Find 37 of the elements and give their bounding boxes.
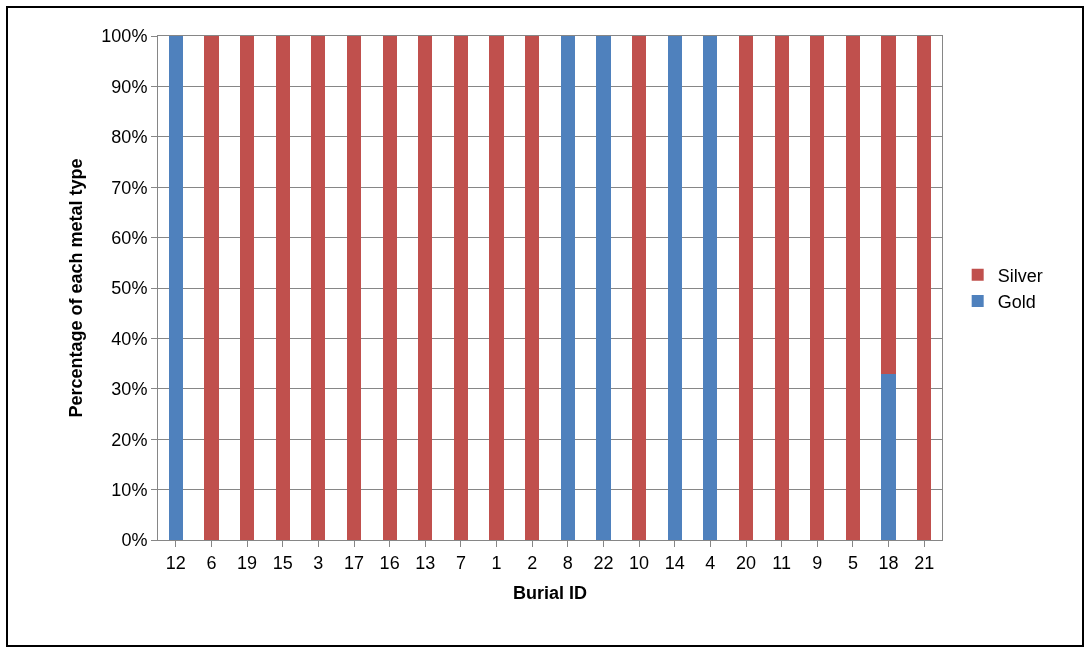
y-tick-label: 0% [121,530,148,551]
y-tick-label: 90% [111,76,148,97]
y-tick-label: 70% [111,177,148,198]
x-tick-label: 18 [878,552,899,573]
y-axis-title: Percentage of each metal type [65,158,86,418]
legend-label: Gold [997,292,1036,313]
x-tick-label: 22 [593,552,614,573]
x-tick-label: 12 [165,552,186,573]
x-tick-label: 14 [664,552,685,573]
x-tick-label: 5 [847,552,858,573]
legend-label: Silver [997,265,1043,286]
y-tick-label: 80% [111,127,148,148]
x-tick-label: 19 [237,552,258,573]
x-tick-label: 2 [527,552,538,573]
y-tick-label: 10% [111,479,148,500]
y-tick-label: 100% [101,26,148,47]
x-tick-label: 21 [914,552,935,573]
y-tick-label: 30% [111,379,148,400]
x-axis-title: Burial ID [512,582,588,603]
x-tick-label: 17 [343,552,365,573]
x-tick-label: 20 [735,552,757,573]
x-tick-label: 10 [629,552,650,573]
y-tick-label: 60% [111,227,148,248]
x-tick-label: 9 [812,552,823,573]
x-tick-label: 1 [491,552,502,573]
x-tick-label: 16 [379,552,400,573]
x-tick-label: 15 [272,552,293,573]
x-tick-label: 6 [206,552,217,573]
y-tick-label: 50% [111,278,148,299]
y-tick-label: 40% [111,328,148,349]
x-tick-label: 13 [415,552,436,573]
y-tick-label: 20% [111,429,148,450]
x-tick-label: 7 [455,552,466,573]
x-tick-label: 3 [313,552,324,573]
x-tick-label: 11 [772,552,791,573]
x-tick-label: 8 [562,552,573,573]
x-tick-label: 4 [705,552,716,573]
